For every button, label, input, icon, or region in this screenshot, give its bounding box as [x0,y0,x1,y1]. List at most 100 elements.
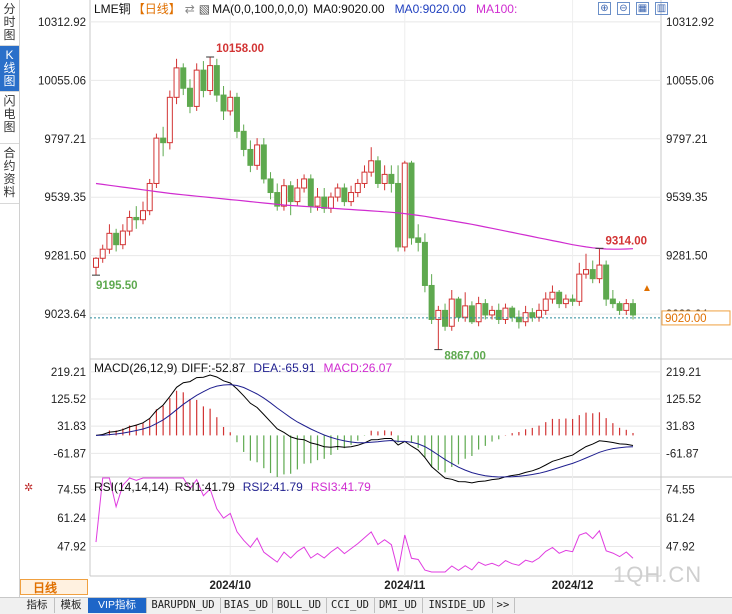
candle[interactable] [536,303,543,322]
candle[interactable] [294,178,301,207]
candle[interactable] [509,305,516,322]
candle[interactable] [576,262,583,306]
candle[interactable] [133,206,140,229]
candlestick-panel[interactable]: 10158.00 8867.00 9195.50 9314.00 [90,43,661,363]
candle[interactable] [381,165,388,191]
bottom-tab-1[interactable]: 模板 [54,598,89,613]
candle[interactable] [186,79,193,114]
candle[interactable] [522,305,529,327]
candle[interactable] [616,301,623,315]
candle[interactable] [374,156,381,188]
candle[interactable] [213,58,220,102]
candle[interactable] [515,310,522,329]
candle[interactable] [583,253,590,279]
zoom-out-icon[interactable]: ⊖ [617,2,630,15]
candle[interactable] [119,224,126,250]
candle[interactable] [603,260,610,306]
candle[interactable] [334,183,341,202]
bottom-tab-7[interactable]: DMI_UD [374,598,423,613]
candle[interactable] [596,248,603,284]
candle[interactable] [274,183,281,211]
candle[interactable] [562,294,569,309]
side-tab-2[interactable]: 闪电图 [0,92,19,144]
candle[interactable] [609,290,616,309]
candle[interactable] [227,90,234,116]
candle[interactable] [401,160,408,252]
period-label[interactable]: 日线 [20,579,88,595]
candle[interactable] [435,305,442,350]
bottom-tab-6[interactable]: CCI_UD [326,598,375,613]
candle[interactable] [321,188,328,213]
candle[interactable] [139,201,146,225]
candle[interactable] [207,56,214,96]
zoom-in-icon[interactable]: ⊕ [598,2,611,15]
candle[interactable] [475,296,482,327]
candle[interactable] [247,140,254,173]
candle[interactable] [489,305,496,320]
candle[interactable] [341,183,348,207]
candle[interactable] [287,181,294,216]
candle[interactable] [193,63,200,111]
candle[interactable] [254,138,261,170]
candle[interactable] [126,210,133,236]
candle[interactable] [395,165,402,252]
candle[interactable] [173,58,180,105]
split-icon[interactable]: ▥ [655,2,668,15]
candle[interactable] [220,86,227,120]
candle[interactable] [549,285,556,304]
candle[interactable] [462,292,469,322]
candle[interactable] [327,192,334,213]
side-tab-3[interactable]: 合约资料 [0,144,19,204]
candle[interactable] [280,178,287,211]
candle[interactable] [421,233,428,293]
bottom-tab-3[interactable]: BARUPDN_UD [146,598,221,613]
candle[interactable] [448,290,455,331]
candle[interactable] [630,299,636,320]
macd-panel[interactable] [95,374,634,484]
candle[interactable] [442,303,449,331]
side-tab-0[interactable]: 分时图 [0,0,19,46]
candle[interactable] [240,124,247,157]
candle[interactable] [482,299,489,320]
bottom-tab-2[interactable]: VIP指标 [88,598,147,613]
candle[interactable] [368,147,375,177]
candle[interactable] [146,178,153,216]
candle[interactable] [408,160,415,245]
bottom-tab-9[interactable]: >> [492,598,515,613]
candle[interactable] [569,294,576,306]
candle[interactable] [260,138,267,184]
bottom-tab-4[interactable]: BIAS_UD [220,598,273,613]
grid-icon[interactable]: ▦ [636,2,649,15]
candle[interactable] [415,224,422,252]
candle[interactable] [589,260,596,284]
candle[interactable] [93,257,99,276]
candle[interactable] [233,92,240,139]
rsi-panel[interactable] [95,477,634,573]
bottom-tab-8[interactable]: INSIDE_UD [422,598,493,613]
candle[interactable] [153,133,160,188]
candle[interactable] [113,228,120,252]
candle[interactable] [166,90,173,150]
candle[interactable] [361,165,368,188]
candle[interactable] [354,178,361,198]
candle[interactable] [348,185,355,207]
candle[interactable] [495,303,502,324]
bottom-tab-0[interactable]: 指标 [20,598,55,613]
candle[interactable] [301,174,308,193]
candle[interactable] [529,308,536,322]
candle[interactable] [502,303,509,324]
candle[interactable] [556,290,563,309]
bottom-tab-5[interactable]: BOLL_UD [272,598,327,613]
candle[interactable] [106,224,113,254]
candle[interactable] [542,292,549,315]
candle[interactable] [267,172,274,200]
candle[interactable] [388,165,395,193]
candle[interactable] [428,274,435,324]
candle[interactable] [200,61,207,98]
candle[interactable] [468,301,475,324]
candle[interactable] [180,63,187,96]
candle[interactable] [160,126,167,157]
candle[interactable] [623,299,630,315]
